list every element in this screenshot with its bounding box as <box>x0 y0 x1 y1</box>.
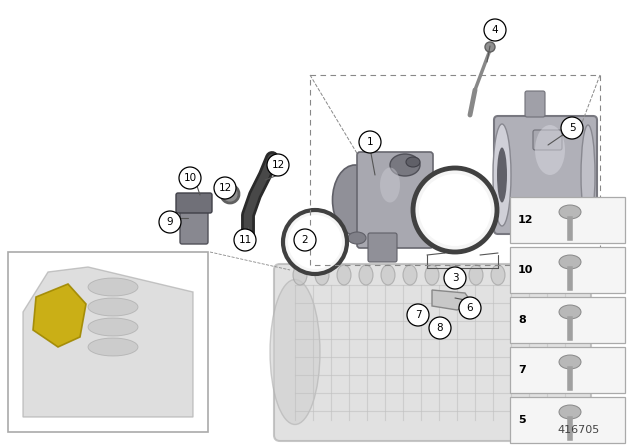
FancyBboxPatch shape <box>274 264 591 441</box>
Bar <box>510 247 625 293</box>
Ellipse shape <box>469 265 483 285</box>
Ellipse shape <box>557 265 571 285</box>
Circle shape <box>179 167 201 189</box>
Ellipse shape <box>491 265 505 285</box>
Bar <box>8 252 208 432</box>
Ellipse shape <box>348 232 366 244</box>
Ellipse shape <box>88 278 138 296</box>
Ellipse shape <box>88 318 138 336</box>
Ellipse shape <box>403 265 417 285</box>
FancyBboxPatch shape <box>176 193 212 213</box>
Text: 3: 3 <box>452 273 458 283</box>
Polygon shape <box>23 267 193 417</box>
Text: 2: 2 <box>301 235 308 245</box>
Bar <box>510 197 625 243</box>
Ellipse shape <box>535 265 549 285</box>
Circle shape <box>159 211 181 233</box>
FancyBboxPatch shape <box>368 233 397 262</box>
Circle shape <box>288 215 342 269</box>
Polygon shape <box>432 290 472 310</box>
Text: 5: 5 <box>518 415 525 425</box>
Ellipse shape <box>315 265 329 285</box>
Ellipse shape <box>293 265 307 285</box>
Circle shape <box>419 174 491 246</box>
Bar <box>510 297 625 343</box>
Ellipse shape <box>535 125 565 175</box>
Text: 7: 7 <box>415 310 421 320</box>
FancyBboxPatch shape <box>525 91 545 117</box>
Ellipse shape <box>380 168 400 202</box>
Text: 5: 5 <box>569 123 575 133</box>
Circle shape <box>234 229 256 251</box>
Text: 12: 12 <box>218 183 232 193</box>
Ellipse shape <box>447 265 461 285</box>
Circle shape <box>294 229 316 251</box>
Text: 10: 10 <box>184 173 196 183</box>
Circle shape <box>459 297 481 319</box>
Text: 4: 4 <box>492 25 499 35</box>
Text: 1: 1 <box>367 137 373 147</box>
Text: 9: 9 <box>166 217 173 227</box>
Ellipse shape <box>559 405 581 419</box>
Text: 416705: 416705 <box>557 425 600 435</box>
Ellipse shape <box>270 280 320 425</box>
Text: 10: 10 <box>518 265 533 275</box>
Ellipse shape <box>337 265 351 285</box>
FancyBboxPatch shape <box>494 116 597 234</box>
Circle shape <box>484 19 506 41</box>
Ellipse shape <box>559 305 581 319</box>
Ellipse shape <box>559 355 581 369</box>
Ellipse shape <box>381 265 395 285</box>
Circle shape <box>283 210 347 274</box>
Circle shape <box>267 154 289 176</box>
Ellipse shape <box>88 298 138 316</box>
Text: 11: 11 <box>238 235 252 245</box>
Circle shape <box>413 168 497 252</box>
Text: 8: 8 <box>436 323 444 333</box>
Ellipse shape <box>421 185 433 225</box>
Ellipse shape <box>559 255 581 269</box>
Text: 8: 8 <box>518 315 525 325</box>
FancyBboxPatch shape <box>357 152 433 248</box>
Circle shape <box>561 117 583 139</box>
Ellipse shape <box>497 147 507 202</box>
Ellipse shape <box>359 265 373 285</box>
Ellipse shape <box>513 265 527 285</box>
Text: 12: 12 <box>518 215 534 225</box>
Text: 6: 6 <box>467 303 474 313</box>
Ellipse shape <box>581 125 595 225</box>
Circle shape <box>407 304 429 326</box>
Bar <box>310 75 600 265</box>
Circle shape <box>221 185 239 203</box>
FancyBboxPatch shape <box>533 130 562 150</box>
Polygon shape <box>33 284 86 347</box>
Circle shape <box>485 42 495 52</box>
FancyBboxPatch shape <box>533 200 562 220</box>
Ellipse shape <box>425 265 439 285</box>
FancyBboxPatch shape <box>180 205 208 244</box>
Bar <box>510 397 625 443</box>
Ellipse shape <box>333 165 378 235</box>
Ellipse shape <box>406 157 420 167</box>
Ellipse shape <box>493 124 511 226</box>
Ellipse shape <box>417 179 437 231</box>
Circle shape <box>214 177 236 199</box>
Circle shape <box>359 131 381 153</box>
Circle shape <box>444 267 466 289</box>
Bar <box>510 347 625 393</box>
Ellipse shape <box>559 205 581 219</box>
Ellipse shape <box>88 338 138 356</box>
Ellipse shape <box>390 154 420 176</box>
Text: 12: 12 <box>271 160 285 170</box>
Circle shape <box>429 317 451 339</box>
Text: 7: 7 <box>518 365 525 375</box>
